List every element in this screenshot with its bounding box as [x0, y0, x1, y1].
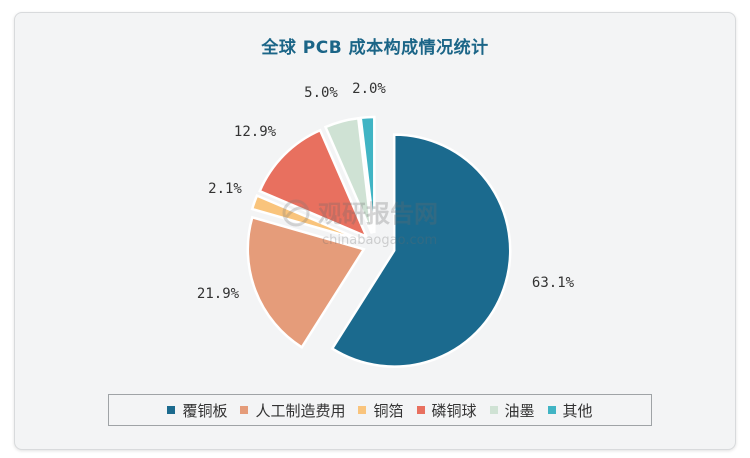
pie-slices [246, 115, 512, 368]
legend-label: 铜箔 [373, 401, 404, 420]
legend-swatch [240, 406, 249, 414]
pie-slice [258, 128, 369, 239]
chart-title: 全球 PCB 成本构成情况统计 [261, 38, 489, 58]
legend-item: 铜箔 [358, 400, 404, 421]
legend-item: 其他 [547, 400, 593, 421]
pie-slice [359, 115, 376, 234]
legend-swatch [547, 406, 556, 414]
legend-swatch [416, 406, 425, 414]
legend-item: 油墨 [489, 400, 535, 421]
legend-label: 油墨 [504, 401, 535, 420]
data-labels: 63.1% 21.9% 2.1% 12.9% 5.0% 2.0% [197, 81, 575, 302]
legend-label: 磷铜球 [431, 401, 477, 420]
data-label: 63.1% [532, 275, 575, 291]
pie-slice [330, 133, 512, 368]
watermark-cn: 观研报告网 [318, 200, 438, 228]
data-label: 21.9% [197, 286, 240, 302]
legend-label: 人工制造费用 [255, 401, 346, 420]
legend-label: 覆铜板 [182, 401, 228, 420]
pie-slice [323, 116, 374, 234]
data-label: 2.0% [352, 81, 386, 97]
data-label: 2.1% [208, 181, 242, 197]
legend-item: 人工制造费用 [240, 400, 345, 421]
pie-slice [246, 215, 366, 350]
pie-slice [250, 193, 365, 243]
watermark-en: chinabaogao.com [322, 233, 437, 248]
legend-swatch [358, 406, 367, 414]
legend-item: 磷铜球 [416, 400, 477, 421]
legend-item: 覆铜板 [167, 400, 227, 421]
data-label: 5.0% [304, 85, 338, 101]
legend-label: 其他 [562, 401, 593, 420]
watermark-logo: 观研报告网 chinabaogao.com [282, 199, 438, 248]
legend-swatch [167, 406, 176, 414]
legend: 覆铜板 人工制造费用 铜箔 磷铜球 油墨 其他 [108, 394, 652, 426]
data-label: 12.9% [234, 124, 277, 140]
legend-swatch [489, 406, 498, 414]
